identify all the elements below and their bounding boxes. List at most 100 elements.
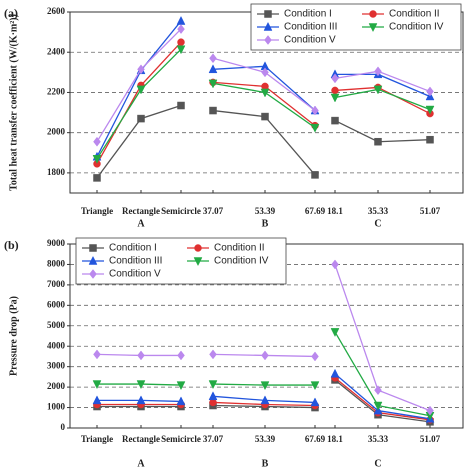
y-axis-label: Pressure drop (Pa) xyxy=(8,296,19,376)
y-tick-label: 1000 xyxy=(47,402,66,412)
x-tick-label: 18.1 xyxy=(327,434,343,444)
legend-label: Condition V xyxy=(109,269,161,280)
data-point xyxy=(208,380,218,390)
data-point xyxy=(260,395,270,405)
x-tick-label: Semicircle xyxy=(161,434,201,444)
y-tick-label: 2400 xyxy=(47,46,66,56)
y-tick-label: 4000 xyxy=(47,340,66,350)
legend-label: Condition IV xyxy=(214,256,269,267)
x-tick-label: Rectangle xyxy=(122,206,160,216)
x-tick-label: 53.39 xyxy=(255,434,276,444)
data-point xyxy=(176,45,186,55)
data-point xyxy=(137,64,145,75)
x-tick-label: Triangle xyxy=(81,206,113,216)
data-point xyxy=(92,380,102,390)
panel-label: (a) xyxy=(4,6,18,20)
data-point xyxy=(208,79,218,89)
data-point xyxy=(310,123,320,133)
y-tick-label: 2000 xyxy=(47,127,66,137)
data-point xyxy=(425,105,435,115)
x-tick-label: 35.33 xyxy=(368,206,389,216)
data-point xyxy=(176,15,186,25)
data-point xyxy=(93,174,101,182)
x-tick-label: Triangle xyxy=(81,434,113,444)
data-point xyxy=(176,396,186,406)
panel-label: (b) xyxy=(4,238,19,252)
x-tick-label: 67.69 xyxy=(305,206,326,216)
data-point xyxy=(374,66,382,77)
data-point xyxy=(136,380,146,390)
y-tick-label: 0 xyxy=(61,422,66,432)
legend-box xyxy=(75,237,287,285)
data-point xyxy=(136,85,146,95)
data-point xyxy=(311,105,319,116)
data-point xyxy=(311,171,319,179)
data-point xyxy=(208,64,218,74)
data-point xyxy=(93,349,101,360)
y-tick-label: 2000 xyxy=(47,381,66,391)
legend-label: Condition II xyxy=(214,243,265,254)
data-point xyxy=(331,73,339,84)
legend-label: Condition I xyxy=(109,243,157,254)
data-point xyxy=(137,114,145,123)
data-point xyxy=(426,135,434,144)
data-point xyxy=(261,112,269,121)
data-point xyxy=(311,351,319,362)
x-tick-label: 51.07 xyxy=(420,206,441,216)
x-tick-label: Rectangle xyxy=(122,434,160,444)
group-label: C xyxy=(374,218,381,229)
series-line xyxy=(334,120,431,143)
legend-marker xyxy=(264,35,272,45)
data-point xyxy=(209,53,217,64)
data-point xyxy=(260,381,270,391)
y-tick-label: 9000 xyxy=(47,238,66,248)
x-tick-label: 37.07 xyxy=(203,206,224,216)
data-point xyxy=(426,86,434,97)
y-tick-label: 6000 xyxy=(47,299,66,309)
group-label: A xyxy=(137,218,145,229)
data-point xyxy=(261,350,269,361)
data-point xyxy=(373,401,383,411)
data-point xyxy=(261,67,269,78)
legend-label: Condition I xyxy=(284,9,332,20)
y-tick-label: 2600 xyxy=(47,6,66,16)
legend-marker xyxy=(368,23,378,33)
data-point xyxy=(426,405,434,416)
series-line xyxy=(334,373,431,420)
y-axis-label: Total heat transfer coefficient (W/(K·m²… xyxy=(8,14,19,191)
data-point xyxy=(177,350,185,361)
data-point xyxy=(310,397,320,407)
legend-label: Condition V xyxy=(284,35,336,46)
data-point xyxy=(310,381,320,391)
legend-label: Condition III xyxy=(109,256,162,267)
group-label: A xyxy=(137,458,145,469)
legend-marker xyxy=(369,10,377,18)
data-point xyxy=(209,349,217,360)
legend-box xyxy=(250,3,462,51)
data-point xyxy=(330,328,340,337)
legend-marker xyxy=(194,244,202,252)
data-point xyxy=(374,137,382,146)
legend-label: Condition IV xyxy=(389,22,444,33)
y-tick-label: 2200 xyxy=(47,87,66,97)
x-tick-label: 35.33 xyxy=(368,434,389,444)
x-tick-label: 67.69 xyxy=(305,434,326,444)
y-tick-label: 3000 xyxy=(47,361,66,371)
data-point xyxy=(177,38,185,46)
y-tick-label: 1800 xyxy=(47,167,66,177)
legend-marker xyxy=(263,21,273,31)
legend-marker xyxy=(264,10,272,18)
data-point xyxy=(209,106,217,115)
y-tick-label: 7000 xyxy=(47,279,66,289)
data-point xyxy=(331,259,339,270)
legend-label: Condition II xyxy=(389,9,440,20)
legend-label: Condition III xyxy=(284,22,337,33)
legend-marker xyxy=(193,257,203,267)
group-label: C xyxy=(374,458,381,469)
data-point xyxy=(177,101,185,110)
legend-marker xyxy=(89,269,97,279)
series-line xyxy=(96,41,182,165)
data-point xyxy=(260,88,270,98)
data-point xyxy=(136,395,146,405)
